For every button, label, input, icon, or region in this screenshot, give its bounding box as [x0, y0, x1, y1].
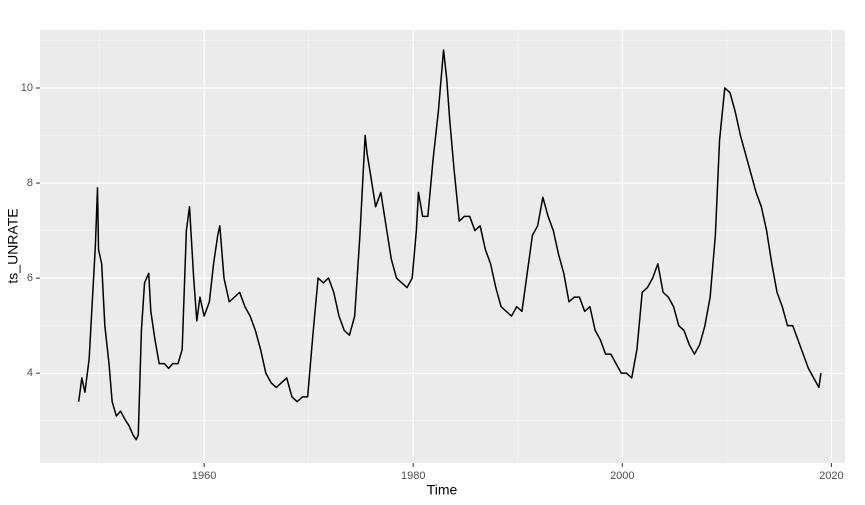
- y-axis-title: ts_UNRATE: [5, 208, 21, 283]
- x-tick-label: 2000: [610, 470, 634, 482]
- panel: [40, 30, 845, 463]
- x-tick-label: 2020: [819, 470, 843, 482]
- x-tick-label: 1980: [401, 470, 425, 482]
- y-tick-label: 8: [27, 177, 33, 189]
- series-line: [77, 49, 822, 441]
- x-axis-title: Time: [427, 482, 458, 498]
- y-tick-label: 6: [27, 272, 33, 284]
- y-tick-label: 4: [27, 367, 33, 379]
- x-tick-label: 1960: [192, 470, 216, 482]
- y-tick-label: 10: [21, 82, 33, 94]
